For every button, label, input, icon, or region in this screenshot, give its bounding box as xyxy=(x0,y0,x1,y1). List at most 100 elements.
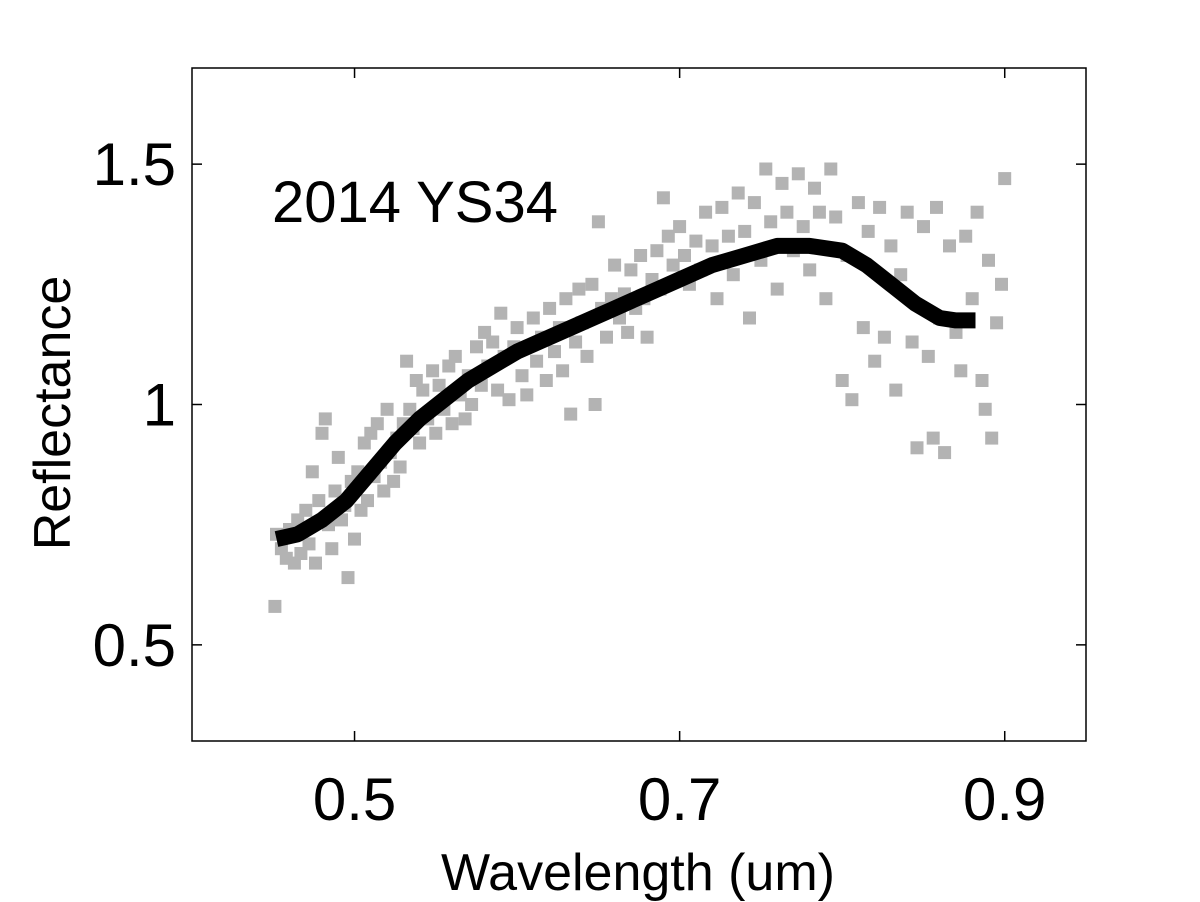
data-point xyxy=(959,229,973,243)
data-point xyxy=(759,162,773,176)
data-point xyxy=(361,494,374,508)
data-point xyxy=(796,220,810,234)
data-point xyxy=(824,162,838,176)
data-point xyxy=(764,215,778,229)
data-point xyxy=(954,364,968,378)
data-point xyxy=(889,383,903,397)
data-point xyxy=(856,321,870,335)
data-point xyxy=(305,465,319,479)
data-point xyxy=(726,268,740,282)
data-point xyxy=(775,176,789,190)
data-point xyxy=(930,200,943,214)
data-point xyxy=(743,311,756,325)
data-point xyxy=(624,263,638,277)
data-point xyxy=(943,239,956,253)
data-point xyxy=(559,292,573,306)
y-tick-label: 1 xyxy=(143,372,176,439)
data-point xyxy=(526,311,540,325)
data-point xyxy=(738,224,752,238)
data-point xyxy=(348,532,361,546)
data-point xyxy=(325,542,339,556)
data-point xyxy=(689,234,703,248)
data-point xyxy=(868,354,882,368)
data-point xyxy=(873,200,887,214)
data-point xyxy=(982,253,995,267)
data-point xyxy=(808,181,821,195)
data-point xyxy=(486,335,500,349)
data-point xyxy=(341,571,355,585)
data-point xyxy=(877,330,891,344)
data-point xyxy=(990,316,1004,330)
y-axis-title: Reflectance xyxy=(24,276,82,551)
data-point xyxy=(851,196,865,210)
data-point xyxy=(835,374,849,387)
data-point xyxy=(302,537,316,551)
data-point xyxy=(715,200,729,214)
data-point xyxy=(978,402,992,416)
data-point xyxy=(309,556,322,570)
fit-curve-layer xyxy=(274,237,976,547)
data-point xyxy=(331,450,345,464)
x-tick-label: 0.7 xyxy=(638,766,721,833)
data-point xyxy=(678,249,691,262)
data-point xyxy=(608,258,622,272)
data-point xyxy=(548,345,561,359)
x-axis-title: Wavelength (um) xyxy=(441,844,835,902)
data-point xyxy=(650,244,664,258)
data-point xyxy=(634,249,648,262)
data-point xyxy=(926,431,940,445)
data-point xyxy=(387,474,401,488)
y-tick-label: 0.5 xyxy=(93,612,176,679)
data-point xyxy=(995,277,1008,291)
data-point xyxy=(910,441,924,455)
data-point xyxy=(970,205,984,219)
fit-curve xyxy=(274,237,976,547)
data-point xyxy=(803,263,817,277)
data-point xyxy=(998,172,1012,186)
data-point xyxy=(770,282,784,296)
data-point xyxy=(829,210,843,224)
data-point xyxy=(470,340,483,354)
data-point xyxy=(416,383,430,397)
data-point xyxy=(661,229,675,243)
data-point xyxy=(731,186,745,200)
data-point xyxy=(861,224,875,238)
data-point xyxy=(530,354,544,368)
data-point xyxy=(900,205,914,219)
data-point xyxy=(370,417,384,431)
data-point xyxy=(539,374,553,387)
data-point xyxy=(328,484,342,498)
data-point xyxy=(819,292,833,306)
data-point xyxy=(312,494,326,508)
data-point xyxy=(921,349,935,363)
data-point xyxy=(699,205,713,219)
data-point xyxy=(710,292,724,306)
data-point xyxy=(621,325,635,339)
data-point xyxy=(721,229,735,243)
data-point xyxy=(747,196,761,210)
data-point xyxy=(502,393,516,407)
data-point xyxy=(448,349,462,363)
data-point xyxy=(432,378,446,392)
data-point xyxy=(640,330,654,344)
data-point xyxy=(318,412,332,426)
data-point xyxy=(845,393,859,407)
data-point xyxy=(465,398,479,411)
data-point xyxy=(585,277,599,291)
data-point xyxy=(510,321,524,335)
data-point xyxy=(564,407,578,421)
data-point xyxy=(985,431,999,445)
data-point xyxy=(299,503,313,517)
data-point xyxy=(445,417,459,431)
data-point xyxy=(591,215,605,229)
data-point xyxy=(569,335,583,349)
data-point xyxy=(393,460,407,474)
data-point xyxy=(705,239,719,253)
data-point xyxy=(400,354,414,368)
data-point xyxy=(377,484,391,498)
y-tick-label: 1.5 xyxy=(93,131,176,198)
data-point xyxy=(572,282,586,296)
data-point xyxy=(426,364,440,378)
